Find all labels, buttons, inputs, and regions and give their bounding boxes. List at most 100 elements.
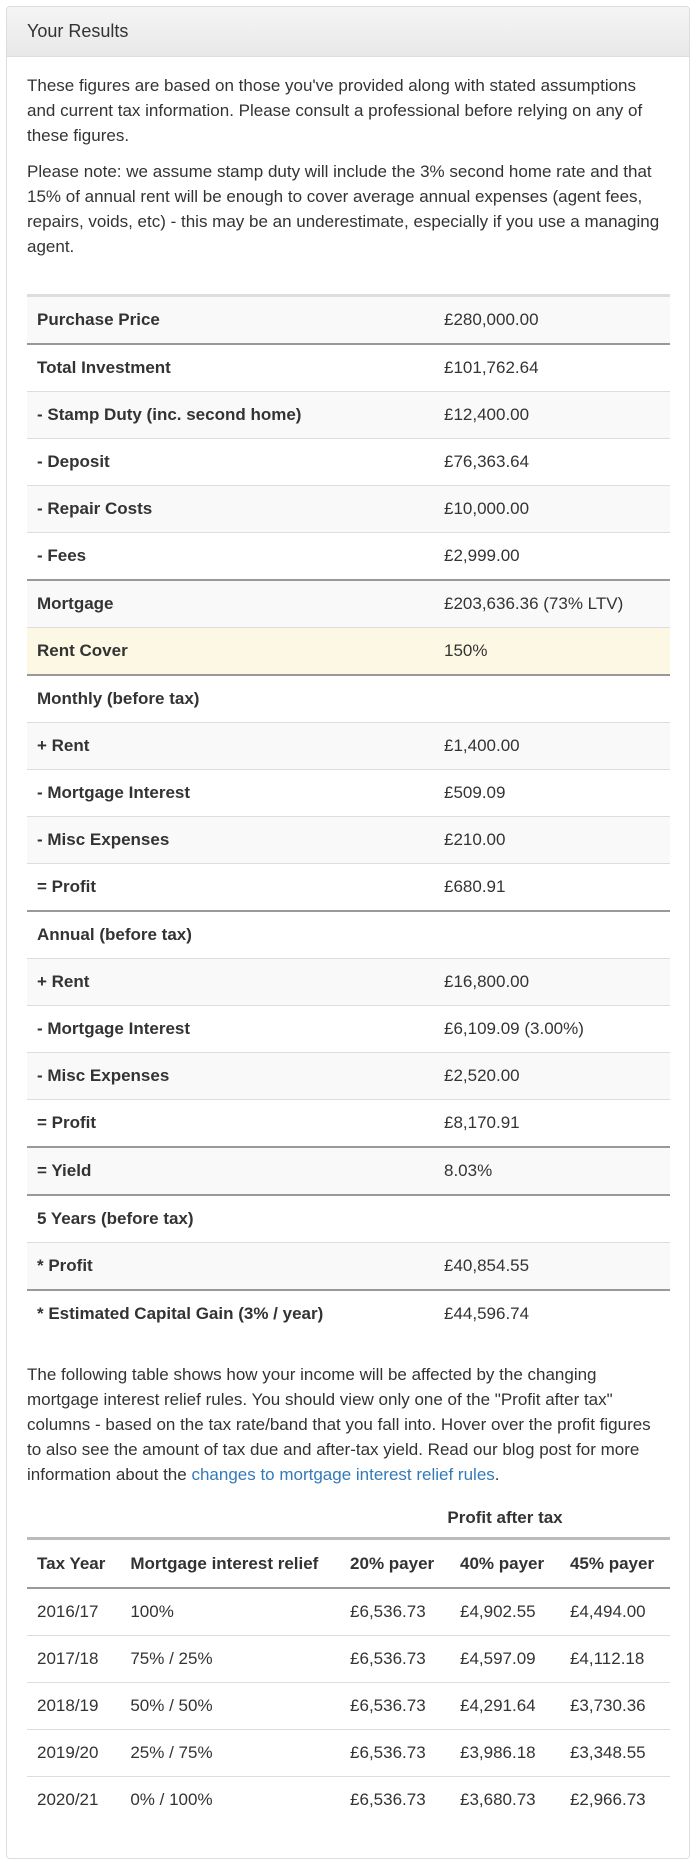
row-label: = Profit — [27, 1099, 434, 1147]
profit-40[interactable]: £4,291.64 — [450, 1682, 560, 1730]
results-row: = Profit £8,170.91 — [27, 1099, 670, 1147]
panel-body: These figures are based on those you've … — [7, 57, 689, 1823]
row-value: £1,400.00 — [434, 722, 670, 770]
header-relief: Mortgage interest relief — [120, 1537, 341, 1589]
profit-20[interactable]: £6,536.73 — [340, 1635, 450, 1683]
row-value: 150% — [434, 627, 670, 675]
empty-header — [120, 1499, 340, 1539]
tax-table: Profit after tax Tax Year Mortgage inter… — [27, 1499, 670, 1823]
row-value: 8.03% — [434, 1146, 670, 1195]
table-row: 2016/17 100% £6,536.73 £4,902.55 £4,494.… — [27, 1588, 670, 1636]
tax-year: 2018/19 — [27, 1682, 121, 1730]
row-label: - Mortgage Interest — [27, 769, 434, 817]
relief-split: 0% / 100% — [120, 1776, 341, 1823]
section-heading-row: Monthly (before tax) — [27, 674, 670, 723]
section-label: Monthly (before tax) — [27, 674, 434, 723]
profit-45[interactable]: £3,348.55 — [559, 1729, 670, 1777]
row-value: £210.00 — [434, 816, 670, 864]
header-20-payer: 20% payer — [340, 1537, 450, 1589]
header-40-payer: 40% payer — [450, 1537, 560, 1589]
row-label: - Misc Expenses — [27, 816, 434, 864]
row-label: + Rent — [27, 722, 434, 770]
results-row: * Estimated Capital Gain (3% / year) £44… — [27, 1289, 670, 1337]
row-value — [434, 910, 670, 959]
note-paragraph: Please note: we assume stamp duty will i… — [27, 162, 660, 256]
section-label: Annual (before tax) — [27, 910, 434, 959]
relief-split: 100% — [130, 1602, 174, 1621]
profit-45[interactable]: £3,730.36 — [559, 1682, 670, 1730]
tax-year: 2020/21 — [27, 1776, 121, 1823]
profit-45[interactable]: £4,112.18 — [559, 1635, 670, 1683]
row-value: £280,000.00 — [434, 295, 670, 344]
rent-cover-row: Rent Cover 150% — [27, 627, 670, 675]
empty-header — [27, 1499, 120, 1539]
results-row: - Fees £2,999.00 — [27, 532, 670, 580]
tax-table-group-row: Profit after tax — [27, 1499, 670, 1539]
row-label: - Mortgage Interest — [27, 1005, 434, 1053]
row-value: £2,999.00 — [434, 532, 670, 580]
row-value — [434, 1194, 670, 1243]
profit-after-tax-header: Profit after tax — [447, 1508, 563, 1527]
relief-rules-link[interactable]: changes to mortgage interest relief rule… — [191, 1465, 495, 1484]
row-value: £12,400.00 — [434, 391, 670, 439]
row-label: * Profit — [27, 1242, 434, 1290]
profit-20[interactable]: £6,536.73 — [340, 1729, 450, 1777]
section-heading-row: 5 Years (before tax) — [27, 1194, 670, 1243]
results-table: Purchase Price £280,000.00 Total Investm… — [27, 294, 670, 1337]
row-value: £509.09 — [434, 769, 670, 817]
panel-title: Your Results — [7, 7, 689, 57]
row-label: + Rent — [27, 958, 434, 1006]
row-value: £101,762.64 — [434, 343, 670, 392]
row-value: £40,854.55 — [434, 1242, 670, 1290]
row-value: £8,170.91 — [434, 1099, 670, 1147]
row-value: £76,363.64 — [434, 438, 670, 486]
header-tax-year: Tax Year — [27, 1537, 121, 1589]
row-label: - Repair Costs — [27, 485, 434, 533]
tax-table-header-row: Tax Year Mortgage interest relief 20% pa… — [27, 1537, 670, 1589]
profit-40[interactable]: £3,986.18 — [450, 1729, 560, 1777]
row-label: = Profit — [27, 863, 434, 911]
table-row: 2019/20 25% / 75% £6,536.73 £3,986.18 £3… — [27, 1729, 670, 1777]
results-row: = Yield 8.03% — [27, 1146, 670, 1195]
results-row: + Rent £16,800.00 — [27, 958, 670, 1006]
row-value: £16,800.00 — [434, 958, 670, 1006]
results-row: Mortgage £203,636.36 (73% LTV) — [27, 579, 670, 628]
profit-40[interactable]: £3,680.73 — [450, 1776, 560, 1823]
intro-paragraph: These figures are based on those you've … — [27, 76, 643, 145]
row-label: - Deposit — [27, 438, 434, 486]
relief-split: 50% / 50% — [120, 1682, 341, 1730]
table-row: 2017/18 75% / 25% £6,536.73 £4,597.09 £4… — [27, 1635, 670, 1683]
results-row: Total Investment £101,762.64 — [27, 343, 670, 392]
profit-20[interactable]: £6,536.73 — [340, 1682, 450, 1730]
row-value: £44,596.74 — [434, 1289, 670, 1337]
results-row: - Mortgage Interest £6,109.09 (3.00%) — [27, 1005, 670, 1053]
tax-year: 2016/17 — [37, 1602, 99, 1621]
profit-45[interactable]: £4,494.00 — [569, 1602, 646, 1621]
row-value: £680.91 — [434, 863, 670, 911]
row-label: Rent Cover — [27, 627, 434, 675]
results-row: - Repair Costs £10,000.00 — [27, 485, 670, 533]
relief-split: 25% / 75% — [120, 1729, 341, 1777]
profit-40[interactable]: £4,597.09 — [450, 1635, 560, 1683]
results-row: - Misc Expenses £210.00 — [27, 816, 670, 864]
results-row: - Deposit £76,363.64 — [27, 438, 670, 486]
row-label: - Fees — [27, 532, 434, 580]
profit-20[interactable]: £6,536.73 — [340, 1776, 450, 1823]
header-45-payer: 45% payer — [559, 1537, 670, 1589]
row-label: * Estimated Capital Gain (3% / year) — [27, 1289, 434, 1337]
profit-20[interactable]: £6,536.73 — [350, 1602, 426, 1621]
row-label: Purchase Price — [27, 295, 434, 344]
tax-year: 2019/20 — [27, 1729, 121, 1777]
profit-40[interactable]: £4,902.55 — [460, 1602, 536, 1621]
results-row: Purchase Price £280,000.00 — [27, 295, 670, 344]
row-value: £6,109.09 (3.00%) — [434, 1005, 670, 1053]
profit-45[interactable]: £2,966.73 — [559, 1776, 670, 1823]
tax-year: 2017/18 — [27, 1635, 121, 1683]
row-label: - Stamp Duty (inc. second home) — [27, 391, 434, 439]
results-panel: Your Results These figures are based on … — [6, 6, 690, 1859]
results-row: - Mortgage Interest £509.09 — [27, 769, 670, 817]
section-label: 5 Years (before tax) — [27, 1194, 434, 1243]
results-row: = Profit £680.91 — [27, 863, 670, 911]
table-row: 2018/19 50% / 50% £6,536.73 £4,291.64 £3… — [27, 1682, 670, 1730]
relief-text-before: The following table shows how your incom… — [27, 1365, 651, 1484]
